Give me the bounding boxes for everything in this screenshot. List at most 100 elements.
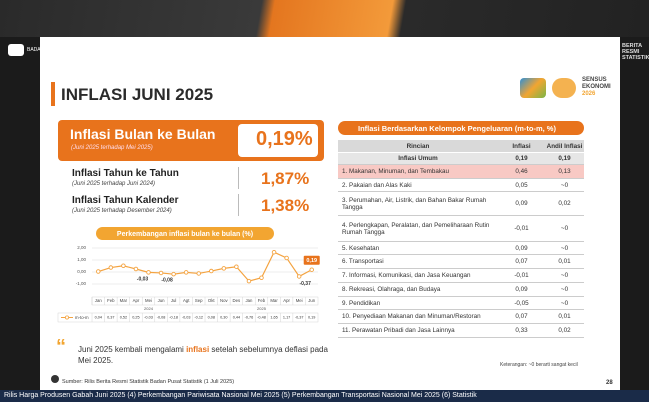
point [158,270,164,276]
table-cell: 0,19 [545,153,584,165]
summary-value: 1,87% [261,169,310,188]
table-cell: 0,46 [498,165,545,179]
point-label: -0,03 [137,277,149,283]
table-cell: ~0 [545,242,584,255]
summary-value: 0,19% [256,128,313,150]
point [271,249,277,255]
x-tick-label: Mei [145,298,152,303]
table-cell: 5. Kesehatan [338,242,498,255]
slide-title: INFLASI JUNI 2025 [61,85,214,104]
legend-label: m-to-m [75,315,89,320]
divider [238,194,239,216]
point [221,266,227,271]
logo-line: 2026 [582,91,596,97]
value-label: 0,30 [220,316,227,320]
table-header: Rincian [338,140,498,152]
logo-line: SENSUS [582,77,607,83]
table-cell: 0,19 [498,153,545,165]
quote-text: setelah sebelumnya deflasi pada Mei 2025… [78,345,328,365]
summary-value: 1,38% [261,196,310,215]
point [209,268,214,274]
point [96,269,101,274]
table-header: Inflasi [498,140,545,152]
value-label: -0,37 [295,316,304,320]
se-logo [520,78,546,98]
y-tick-label: 2,00 [77,245,86,250]
table-cell: 0,07 [498,310,545,324]
value-label: 0,25 [132,316,139,320]
table-cell: ~0 [545,179,584,192]
x-tick-label: Mar [120,298,128,303]
value-label: 0,52 [120,316,127,320]
table-title: Inflasi Berdasarkan Kelompok Pengeluaran… [358,124,556,133]
point-label-box [303,255,320,265]
value-label: -0,18 [169,316,178,320]
footer-dot [51,375,59,383]
x-tick-label: Jun [308,298,316,303]
legend-marker [65,315,70,320]
x-tick-label: Mar [270,298,278,303]
chart-title-bar [96,227,274,240]
x-tick-label: Des [233,298,241,303]
table-cell: 0,01 [545,255,584,269]
value-row [57,312,319,323]
table-cell: ~0 [545,283,584,297]
x-tick-label: Apr [283,298,290,303]
table-cell: 0,07 [498,255,545,269]
table-cell: 0,09 [498,242,545,255]
summary-title: Inflasi Tahun Kalender [72,195,179,206]
value-label: 0,08 [208,316,215,320]
table-cell: 0,33 [498,324,545,338]
table-cell: 8. Rekreasi, Olahraga, dan Budaya [338,283,498,297]
table-cell: 0,09 [498,283,545,297]
value-label: -0,03 [182,316,191,320]
table-cell: Inflasi Umum [338,153,498,165]
divider [238,167,239,189]
point [234,264,239,269]
value-label: 0,19 [308,316,315,320]
se-logo-mark [552,78,576,98]
x-tick-label: Agt [183,298,190,303]
table-cell: 0,09 [498,192,545,216]
point [121,263,126,269]
value-label: 1,65 [270,316,277,320]
y-tick-label: 0,00 [77,269,86,274]
summary-subtitle: (Juni 2025 terhadap Juni 2024) [72,181,156,187]
table-cell: 6. Transportasi [338,255,498,269]
point [309,267,314,272]
x-tick-label: Feb [258,298,266,303]
bps-logo [8,44,24,56]
se-logo-text: SENSUS EKONOMI 2026 [582,77,611,98]
table-title-bar [338,121,584,135]
table-cell: ~0 [545,297,584,310]
quote: Juni 2025 kembali mengalami inflasi sete… [78,344,338,366]
logo-line: EKONOMI [582,84,611,90]
page-number: 28 [606,380,613,386]
x-tick-label: Okt [208,298,215,303]
point [246,278,252,284]
table-cell: 0,02 [545,192,584,216]
point [284,255,289,261]
point [133,266,139,272]
table-cell: 4. Perlengkapan, Peralatan, dan Pemeliha… [338,216,498,242]
x-tick-label: Feb [107,298,115,303]
x-tick-label: Jan [95,298,103,303]
x-tick-label: Mei [296,298,303,303]
quote-mark: “ [56,336,66,358]
summary-title: Inflasi Tahun ke Tahun [72,168,179,179]
value-label: -0,12 [194,316,203,320]
table-cell: -0,01 [498,269,545,283]
table-cell: 2. Pakaian dan Alas Kaki [338,179,498,192]
x-tick-label: Jan [245,298,253,303]
table-header: Andil Inflasi [545,140,584,152]
quote-text: Juni 2025 kembali mengalami [78,345,187,354]
point [146,270,151,275]
table-cell: ~0 [545,216,584,242]
y-tick-label: 1,00 [77,257,86,262]
point-label: 0,19 [306,258,317,264]
group-label: 2025 [257,306,267,311]
table-cell: 0,01 [545,310,584,324]
table-cell: ~0 [545,269,584,283]
